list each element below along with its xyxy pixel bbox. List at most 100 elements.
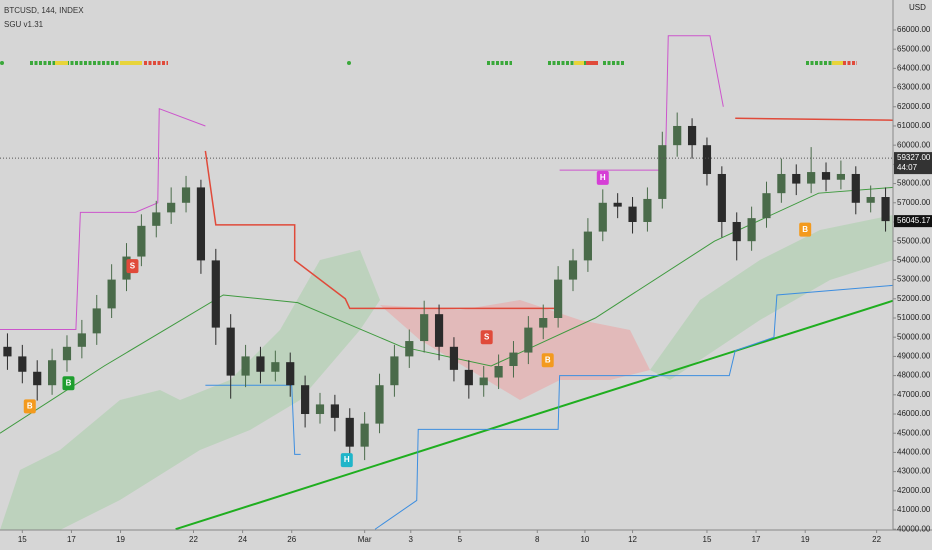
candle-body [301,385,310,415]
y-tick-label: 47000.00 [897,390,931,399]
signal-marker [541,353,554,368]
candle-body [271,362,280,372]
candle-body [628,206,637,222]
candle-body [687,125,697,146]
indicator: SGU v1.31 [4,20,44,29]
signal-label: S [130,261,136,270]
candle-body [732,221,741,242]
candle-body [196,187,206,261]
candle-body [836,173,846,180]
candle-body [211,260,220,328]
candle-body [613,202,622,207]
candle-body [390,356,399,386]
x-tick-label: Mar [358,535,372,544]
x-tick-label: 12 [628,535,637,544]
candle-body [107,279,116,309]
x-tick-label: 15 [18,535,27,544]
signal-label: S [484,332,490,341]
signal-label: B [802,225,808,234]
cloud-bullish [0,250,380,530]
candle-body [405,341,414,357]
candle-body [524,327,533,353]
candle-body [539,318,548,328]
y-tick-label: 60000.00 [897,140,931,149]
candle-body [375,385,384,424]
x-tick-label: 24 [238,535,247,544]
y-tick-label: 41000.00 [897,505,931,514]
candle-body [747,218,756,242]
candle-body [643,198,652,222]
cloud-bearish [380,300,650,400]
candle-body [434,314,444,347]
signal-dot [347,61,351,65]
y-tick-label: 53000.00 [897,275,931,284]
candle-body [777,173,786,194]
candle-body [167,202,176,213]
candle-body [717,173,726,222]
candle-body [226,327,235,376]
price-label-box [894,215,932,228]
overlay-line [0,107,206,331]
y-tick-label: 44000.00 [897,448,931,457]
candle-body [554,279,563,318]
candle-body [494,366,503,378]
signal-marker [340,453,353,468]
x-tick-label: 19 [801,535,810,544]
candle-body [568,260,578,280]
candle-body [449,346,459,370]
y-tick-label: 50000.00 [897,332,931,341]
price-label: 59327.00 [897,153,931,162]
plot: B B S H S B H B [0,35,894,531]
cloud-bullish [650,215,893,380]
signal-label: B [545,355,551,364]
candle-body [792,173,801,184]
y-tick-label: 52000.00 [897,294,931,303]
signal-label: H [344,455,350,464]
candle-body [658,145,667,199]
candle-body [673,125,682,146]
candle-body [47,360,57,386]
overlay-line [204,150,556,310]
signal-label: H [600,173,606,182]
candle-body [137,225,146,257]
signal-marker [62,376,75,391]
candle-body [479,377,488,386]
price-label-box [894,152,932,175]
candle-body [256,356,265,372]
x-tick-label: 15 [703,535,712,544]
x-tick-label: 19 [116,535,125,544]
candle-body [881,197,890,222]
y-tick-label: 64000.00 [897,63,931,72]
candle-body [330,404,339,418]
y-tick-label: 66000.00 [897,25,931,34]
y-tick-label: 63000.00 [897,83,931,92]
signal-marker [23,399,36,414]
candle-body [509,352,518,367]
signal-dots [0,61,857,65]
candle-body [241,356,250,376]
candle-body [420,314,429,342]
y-tick-label: 46000.00 [897,409,931,418]
x-tick-label: 22 [189,535,198,544]
overlay-line [175,299,894,531]
candle-body [851,173,860,203]
y-tick-label: 42000.00 [897,486,931,495]
x-tick-label: 22 [872,535,881,544]
candle-body [360,423,369,447]
candle-body [821,172,831,180]
signal-marker [480,330,493,345]
candle-body [286,362,295,386]
candle-body [598,202,607,232]
candle-body [345,417,354,447]
y-tick-label: 40000.00 [897,524,931,533]
y-tick-label: 55000.00 [897,236,931,245]
candle-body [464,369,473,386]
x-tick-label: 8 [535,535,540,544]
candle-body [583,231,592,261]
candle-body [702,145,712,174]
y-tick-label: 57000.00 [897,198,931,207]
x-tick-label: 17 [752,535,761,544]
signal-label: B [27,401,33,410]
signal-dot [0,61,4,65]
